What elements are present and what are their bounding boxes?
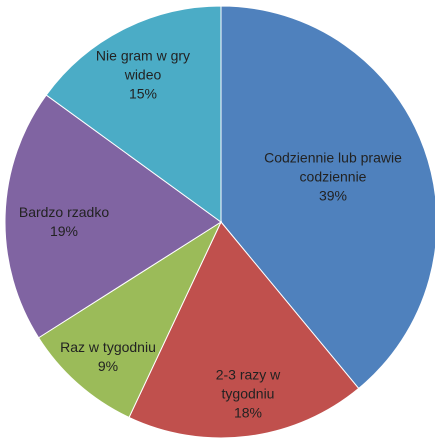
category-label: Bardzo rzadko (18, 204, 110, 220)
slice-label: Raz w tygodniu 9% (43, 338, 173, 376)
slice-label: Nie gram w gry wideo 15% (87, 47, 199, 104)
pie-slice (220, 5, 435, 390)
pie-slice (128, 221, 360, 439)
slice-label: Codziennie lub prawie codziennie 39% (263, 149, 403, 206)
value-label: 19% (49, 223, 79, 239)
category-label: Nie gram w gry wideo (95, 47, 191, 83)
value-label: 39% (318, 187, 348, 204)
value-label: 9% (97, 358, 119, 374)
category-label: Raz w tygodniu (60, 339, 156, 355)
pie-slice (37, 220, 223, 419)
category-label: 2-3 razy w tygodniu (215, 366, 281, 402)
value-label: 15% (128, 85, 158, 102)
pie-slice (4, 94, 222, 339)
pie-slice (45, 5, 222, 223)
category-label: Codziennie lub prawie codziennie (264, 149, 402, 185)
value-label: 18% (233, 404, 263, 421)
slice-label: Bardzo rzadko 19% (9, 203, 119, 241)
slice-label: 2-3 razy w tygodniu 18% (203, 366, 293, 423)
